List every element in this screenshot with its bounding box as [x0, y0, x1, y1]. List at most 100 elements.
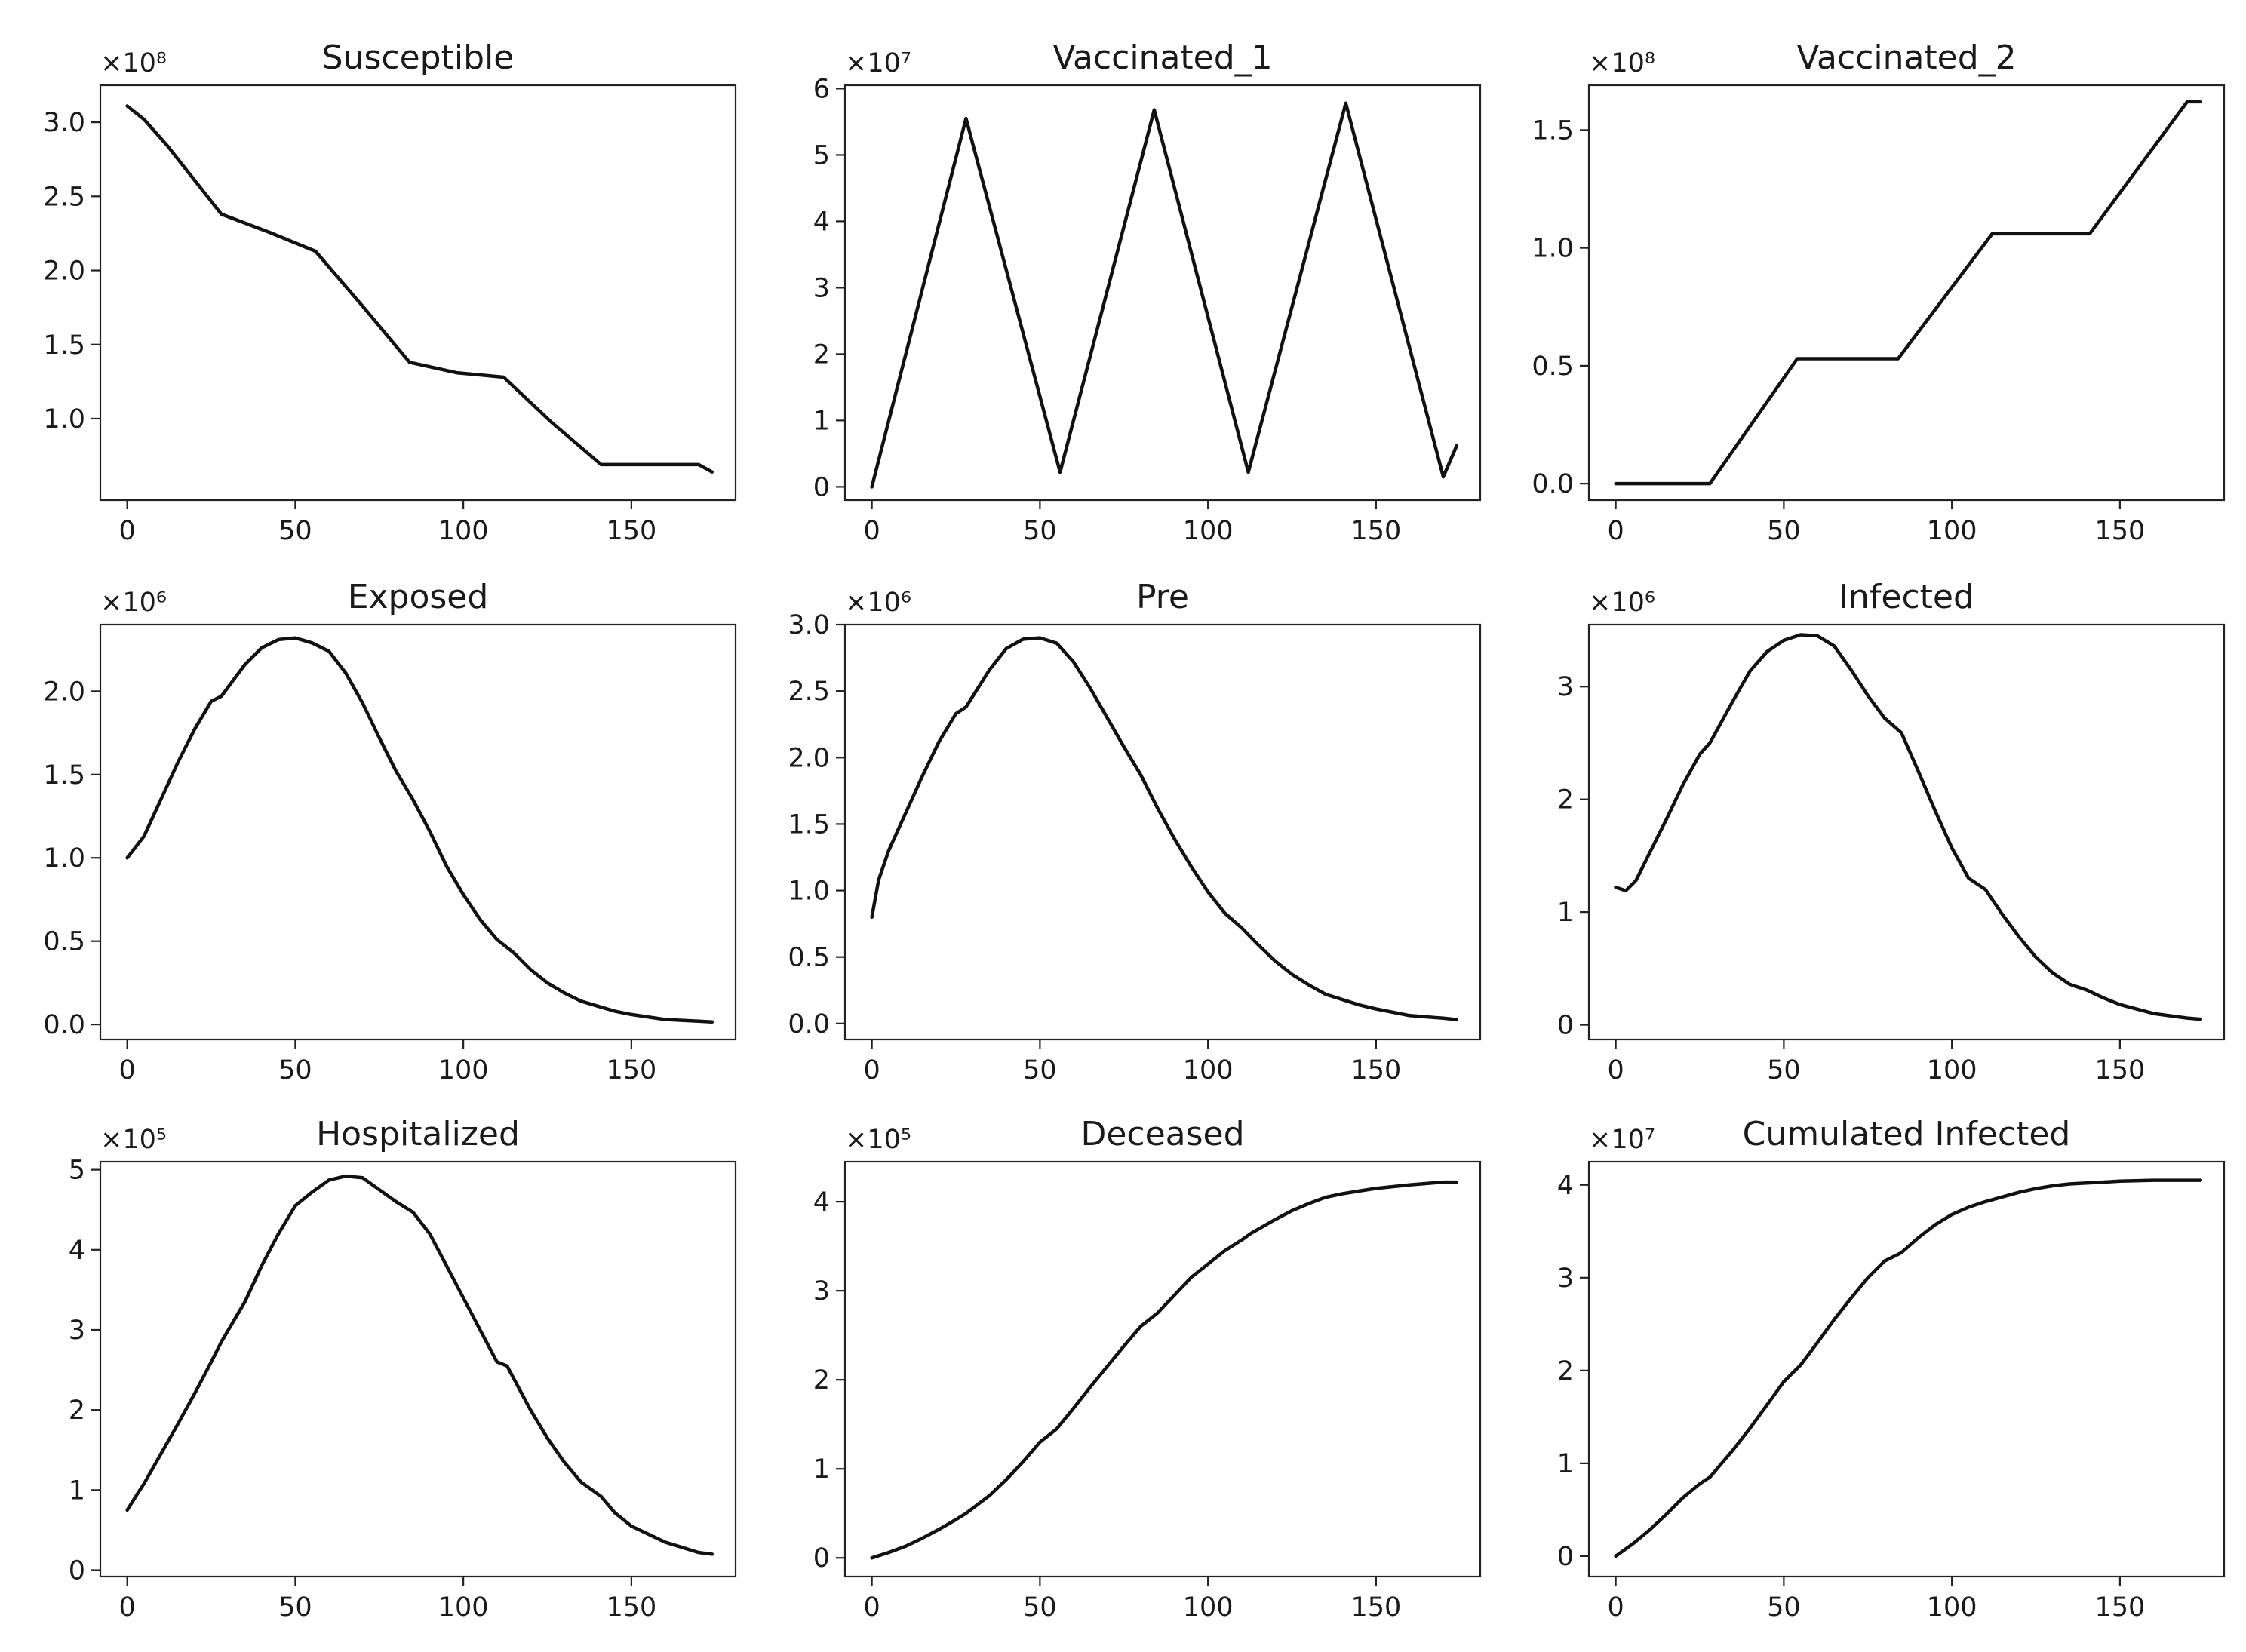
x-tick-label: 150: [606, 1055, 656, 1085]
y-tick-label: 1.5: [1532, 115, 1574, 146]
x-tick-label: 0: [1607, 516, 1624, 546]
y-tick-label: 0.0: [43, 1010, 85, 1040]
y-tick-label: 1: [1557, 1449, 1574, 1479]
axes-frame: [843, 84, 1482, 502]
y-tick-label: 3: [1557, 1264, 1574, 1294]
y-offset-label: ×10⁸: [1589, 48, 1655, 78]
y-tick-label: 5: [813, 140, 830, 170]
x-tick-label: 150: [606, 516, 656, 546]
y-tick-label: 3.0: [788, 610, 830, 640]
panel-infected: 0 50 100 150 0 1 2 3 Infected ×10⁶: [1557, 578, 2226, 1085]
x-tick-label: 150: [1350, 1592, 1401, 1623]
panel-deceased: 0 50 100 150 0 1 2 3 4 Deceased ×10⁵: [813, 1115, 1482, 1623]
x-tick-label: 0: [863, 1592, 880, 1623]
panel-susceptible: 0 50 100 150 1.0 1.5 2.0 2.5 3.0 Susceptible ×10⁸: [43, 38, 737, 546]
y-tick-label: 2.5: [788, 677, 830, 707]
panel-hospitalized: 0 50 100 150 0 1 2 3 4 5 Hospitalized ×10⁵: [69, 1115, 737, 1623]
y-tick-label: 1: [813, 1454, 830, 1485]
y-tick-label: 0.5: [788, 943, 830, 973]
x-tick-label: 50: [1023, 1055, 1057, 1085]
y-tick-label: 4: [813, 1187, 830, 1218]
series-line-vaccinated-2: [1614, 100, 2203, 486]
axes-frame: [1587, 623, 2226, 1041]
x-tick-label: 100: [438, 516, 489, 546]
y-tick-label: 1.5: [43, 330, 85, 361]
y-tick-label: 2: [69, 1396, 85, 1426]
y-tick-label: 1.5: [788, 809, 830, 840]
y-tick-label: 0: [1557, 1011, 1574, 1041]
y-tick-label: 1.0: [788, 877, 830, 907]
y-tick-label: 3: [813, 1276, 830, 1307]
y-tick-label: 2.0: [43, 677, 85, 707]
y-tick-label: 0: [813, 1543, 830, 1574]
y-tick-label: 0.0: [1532, 469, 1574, 499]
x-tick-label: 150: [2094, 1055, 2145, 1085]
x-tick-label: 100: [438, 1592, 489, 1623]
y-tick-label: 1.5: [43, 760, 85, 791]
x-tick-label: 50: [1767, 1592, 1801, 1623]
x-tick-label: 100: [1183, 1055, 1234, 1085]
y-tick-label: 3: [813, 273, 830, 303]
axes-frame: [1587, 1160, 2226, 1578]
y-tick-label: 2.5: [43, 182, 85, 212]
panel-title: Cumulated Infected: [1743, 1115, 2071, 1153]
panel-title: Infected: [1839, 578, 1974, 616]
y-offset-label: ×10⁵: [845, 1125, 911, 1155]
panel-title: Deceased: [1080, 1115, 1244, 1153]
x-tick-label: 0: [1607, 1592, 1624, 1623]
x-tick-label: 100: [1927, 1055, 1977, 1085]
y-offset-label: ×10⁶: [845, 588, 911, 618]
y-offset-label: ×10⁷: [845, 48, 911, 78]
y-tick-label: 3.0: [43, 108, 85, 138]
y-tick-label: 2: [813, 339, 830, 370]
x-tick-label: 100: [1183, 516, 1234, 546]
x-tick-label: 50: [278, 1055, 312, 1085]
x-tick-label: 100: [438, 1055, 489, 1085]
y-tick-label: 2.0: [788, 743, 830, 773]
y-tick-label: 0: [813, 472, 830, 502]
y-tick-label: 2: [813, 1365, 830, 1396]
x-tick-label: 100: [1927, 1592, 1977, 1623]
panel-exposed: 0 50 100 150 0.0 0.5 1.0 1.5 2.0 Exposed ×10⁶: [43, 578, 737, 1085]
x-tick-label: 100: [1927, 516, 1977, 546]
y-tick-label: 0.0: [788, 1009, 830, 1039]
x-tick-label: 0: [863, 516, 880, 546]
x-tick-label: 150: [1350, 516, 1401, 546]
panel-cumulated-infected: 0 50 100 150 0 1 2 3 4 Cumulated Infected ×10⁷: [1557, 1115, 2226, 1623]
y-offset-label: ×10⁵: [100, 1125, 167, 1155]
panel-title: Hospitalized: [316, 1115, 520, 1153]
x-tick-label: 150: [2094, 516, 2145, 546]
x-tick-label: 50: [278, 516, 312, 546]
y-tick-label: 1.0: [1532, 234, 1574, 264]
x-tick-label: 0: [118, 1055, 135, 1085]
axes-frame: [843, 623, 1482, 1041]
series-line-susceptible: [125, 104, 714, 474]
x-tick-label: 0: [1607, 1055, 1624, 1085]
y-tick-label: 1: [813, 406, 830, 436]
x-tick-label: 50: [278, 1592, 312, 1623]
series-line-vaccinated-1: [870, 101, 1459, 489]
x-tick-label: 50: [1023, 1592, 1057, 1623]
axes-frame: [99, 84, 737, 502]
y-offset-label: ×10⁸: [100, 48, 167, 78]
y-offset-label: ×10⁷: [1589, 1125, 1655, 1155]
panel-pre: 0 50 100 150 0.0 0.5 1.0 1.5 2.0 2.5 3.0 Pre ×10⁶: [788, 578, 1482, 1085]
x-tick-label: 0: [863, 1055, 880, 1085]
axes-frame: [99, 623, 737, 1041]
panel-title: Vaccinated_2: [1796, 38, 2016, 77]
y-offset-label: ×10⁶: [100, 588, 167, 618]
axes-frame: [843, 1160, 1482, 1578]
y-tick-label: 0: [69, 1556, 85, 1586]
y-tick-label: 4: [1557, 1171, 1574, 1201]
panel-title: Pre: [1136, 578, 1189, 616]
panel-vaccinated-1: 0 50 100 150 0 1 2 3 4 5 6 Vaccinated_1 ×10⁷: [813, 38, 1482, 546]
series-line-pre: [870, 636, 1459, 1021]
x-tick-label: 100: [1183, 1592, 1234, 1623]
y-tick-label: 2: [1557, 785, 1574, 815]
series-line-deceased: [870, 1180, 1459, 1560]
panel-title: Vaccinated_1: [1052, 38, 1272, 77]
x-tick-label: 50: [1767, 1055, 1801, 1085]
y-tick-label: 4: [813, 207, 830, 237]
x-tick-label: 150: [606, 1592, 656, 1623]
